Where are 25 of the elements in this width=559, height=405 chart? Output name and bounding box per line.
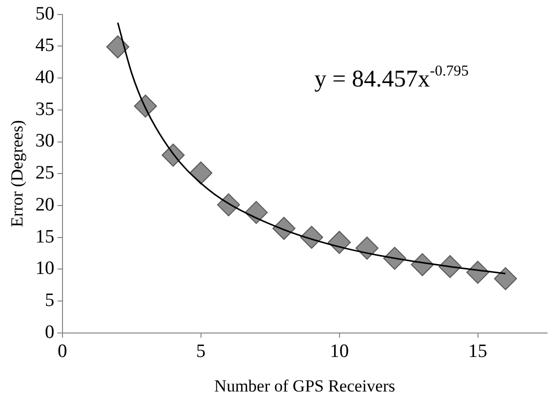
y-axis-title: Error (Degrees) — [8, 120, 27, 228]
point — [162, 144, 185, 167]
x-tick-label: 15 — [468, 341, 488, 362]
x-tick-label: 10 — [330, 341, 349, 362]
y-tick-label: 20 — [35, 194, 54, 216]
y-tick-label: 5 — [44, 290, 54, 311]
y-tick-label: 50 — [35, 3, 54, 24]
point — [189, 161, 212, 184]
y-tick-label: 35 — [35, 98, 54, 120]
x-tick-label: 5 — [196, 341, 206, 362]
point — [328, 230, 351, 254]
point — [494, 267, 517, 290]
y-tick-label: 0 — [44, 322, 54, 343]
point — [356, 236, 379, 260]
y-tick-label: 10 — [35, 258, 54, 280]
point — [134, 94, 157, 118]
point — [244, 200, 268, 224]
y-tick-label: 40 — [35, 67, 54, 88]
y-tick-label: 30 — [35, 130, 54, 152]
y-tick-label: 45 — [35, 35, 54, 56]
x-tick-label: 0 — [58, 341, 68, 362]
point — [106, 35, 130, 58]
y-tick-label: 25 — [35, 162, 54, 184]
x-axis-title: Number of GPS Receivers — [214, 376, 396, 396]
y-tick-label: 15 — [35, 226, 54, 248]
